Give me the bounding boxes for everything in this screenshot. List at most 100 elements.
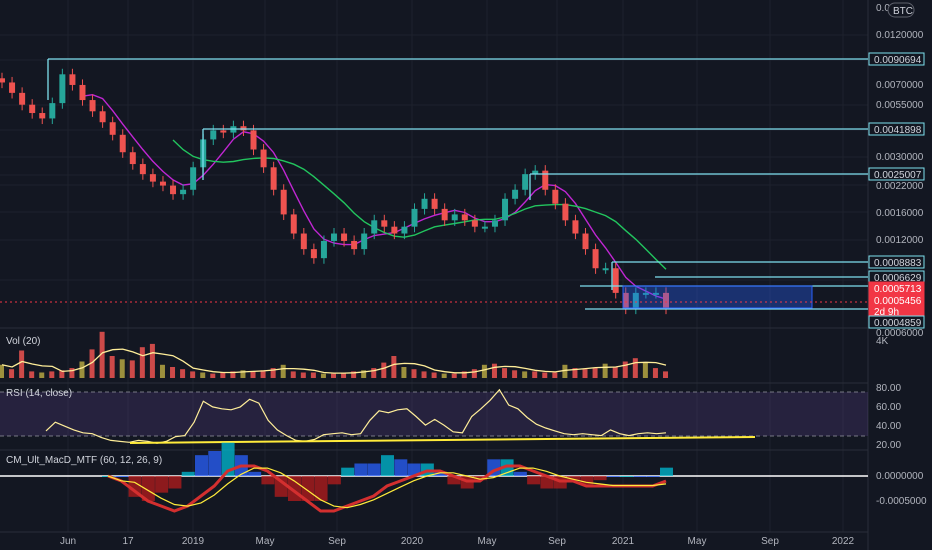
volume-bar[interactable] xyxy=(250,371,256,378)
candle-body[interactable] xyxy=(572,220,579,234)
candle-body[interactable] xyxy=(220,130,227,133)
volume-bar[interactable] xyxy=(49,371,55,378)
candle-body[interactable] xyxy=(663,292,669,309)
volume-bar[interactable] xyxy=(0,364,4,378)
volume-bar[interactable] xyxy=(9,369,15,378)
volume-bar[interactable] xyxy=(159,364,165,378)
candle-body[interactable] xyxy=(89,100,96,112)
volume-bar[interactable] xyxy=(562,364,568,378)
volume-bar[interactable] xyxy=(642,362,648,378)
candle-body[interactable] xyxy=(652,292,659,295)
volume-bar[interactable] xyxy=(129,360,135,378)
candle-body[interactable] xyxy=(431,198,438,209)
candle-body[interactable] xyxy=(502,198,509,221)
volume-bar[interactable] xyxy=(310,372,316,379)
candle-body[interactable] xyxy=(512,189,519,199)
candle-body[interactable] xyxy=(39,113,46,119)
price-axis[interactable]: 0.0 BTC xyxy=(876,2,915,18)
volume-bar[interactable] xyxy=(59,370,65,378)
candle-body[interactable] xyxy=(320,240,327,259)
candle-body[interactable] xyxy=(250,130,257,150)
volume-bars[interactable] xyxy=(0,331,668,379)
candle-body[interactable] xyxy=(159,181,166,186)
volume-bar[interactable] xyxy=(39,372,45,379)
candle-body[interactable] xyxy=(612,268,619,293)
candle-body[interactable] xyxy=(592,249,599,269)
candle-body[interactable] xyxy=(461,214,468,221)
volume-bar[interactable] xyxy=(220,372,226,379)
volume-bar[interactable] xyxy=(663,371,668,378)
candle-body[interactable] xyxy=(562,203,569,221)
volume-bar[interactable] xyxy=(522,371,528,378)
candle-body[interactable] xyxy=(351,240,358,250)
signal-line[interactable] xyxy=(107,467,667,509)
volume-bar[interactable] xyxy=(401,367,407,378)
volume-bar[interactable] xyxy=(632,358,638,378)
symbol-badge[interactable]: BTC xyxy=(887,2,915,18)
volume-bar[interactable] xyxy=(371,368,377,378)
volume-bar[interactable] xyxy=(260,370,266,378)
volume-bar[interactable] xyxy=(461,371,467,378)
candle-body[interactable] xyxy=(49,103,56,119)
candle-body[interactable] xyxy=(532,170,539,175)
candle-body[interactable] xyxy=(270,167,277,190)
candle-body[interactable] xyxy=(622,292,629,309)
volume-bar[interactable] xyxy=(69,368,75,378)
volume-bar[interactable] xyxy=(170,367,176,378)
candle-body[interactable] xyxy=(79,84,86,101)
candle-body[interactable] xyxy=(441,208,448,221)
candle-body[interactable] xyxy=(29,104,36,114)
candle-body[interactable] xyxy=(552,189,559,204)
candle-body[interactable] xyxy=(522,174,529,190)
candlesticks[interactable] xyxy=(0,68,669,315)
volume-bar[interactable] xyxy=(341,372,347,379)
candle-body[interactable] xyxy=(109,122,116,135)
candle-body[interactable] xyxy=(642,292,649,295)
candle-body[interactable] xyxy=(361,233,368,250)
candle-body[interactable] xyxy=(210,130,217,140)
candle-body[interactable] xyxy=(331,233,337,241)
candle-body[interactable] xyxy=(69,74,76,85)
candle-body[interactable] xyxy=(421,198,428,209)
volume-bar[interactable] xyxy=(502,368,508,378)
volume-bar[interactable] xyxy=(230,371,236,378)
volume-bar[interactable] xyxy=(109,356,115,378)
candle-body[interactable] xyxy=(341,233,348,241)
candle-body[interactable] xyxy=(99,111,106,123)
volume-bar[interactable] xyxy=(200,372,206,379)
volume-bar[interactable] xyxy=(351,371,357,378)
volume-bar[interactable] xyxy=(300,372,306,379)
volume-bar[interactable] xyxy=(532,371,538,378)
candle-body[interactable] xyxy=(19,92,26,105)
volume-bar[interactable] xyxy=(180,369,186,378)
candle-body[interactable] xyxy=(310,249,317,259)
volume-bar[interactable] xyxy=(451,373,457,378)
volume-bar[interactable] xyxy=(29,371,35,378)
volume-bar[interactable] xyxy=(512,370,518,378)
volume-bar[interactable] xyxy=(361,370,367,378)
candle-body[interactable] xyxy=(240,126,247,131)
candle-body[interactable] xyxy=(9,82,16,93)
volume-bar[interactable] xyxy=(19,350,25,379)
range-box[interactable] xyxy=(622,285,813,309)
candle-body[interactable] xyxy=(170,185,177,195)
volume-bar[interactable] xyxy=(270,368,276,378)
candle-body[interactable] xyxy=(190,167,197,190)
candle-body[interactable] xyxy=(471,220,478,227)
rsi-line[interactable] xyxy=(45,388,667,444)
candle-body[interactable] xyxy=(632,292,639,309)
volume-bar[interactable] xyxy=(612,367,618,378)
candle-body[interactable] xyxy=(371,220,378,234)
volume-bar[interactable] xyxy=(149,343,155,378)
volume-bar[interactable] xyxy=(471,369,477,378)
candle-body[interactable] xyxy=(300,233,307,250)
volume-bar[interactable] xyxy=(99,331,105,378)
volume-bar[interactable] xyxy=(542,372,548,379)
volume-bar[interactable] xyxy=(139,347,145,378)
candle-body[interactable] xyxy=(280,189,287,215)
candle-body[interactable] xyxy=(391,226,398,234)
volume-bar[interactable] xyxy=(190,371,196,378)
candle-body[interactable] xyxy=(149,174,156,182)
candle-body[interactable] xyxy=(451,214,458,221)
volume-bar[interactable] xyxy=(210,373,216,378)
